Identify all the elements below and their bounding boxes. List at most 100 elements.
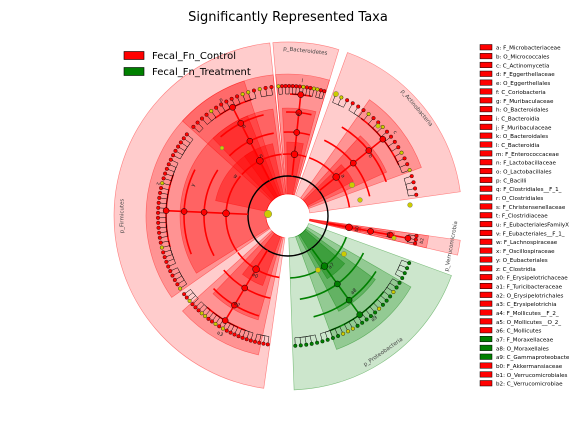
leaf-node	[165, 167, 169, 171]
key-swatch	[480, 106, 492, 112]
leaf-node	[229, 331, 233, 335]
clade-node	[201, 209, 207, 215]
leaf-node	[356, 324, 360, 328]
legend-swatch	[124, 68, 144, 76]
key-label: a9: C_Gammaproteobacte	[496, 355, 570, 361]
leaf-node	[225, 100, 229, 104]
key-label: q: F_Clostridiales__F_1_	[496, 187, 562, 193]
nonsignificant-node	[341, 251, 346, 256]
key-swatch	[480, 354, 492, 360]
key-label: a: F_Microbacteriaceae	[496, 46, 561, 52]
leaf-node	[167, 162, 171, 166]
nonsignificant-node	[376, 124, 380, 128]
leaf-node	[221, 327, 225, 331]
leaf-node	[360, 321, 364, 325]
leaf-node	[157, 196, 161, 200]
key-swatch	[480, 381, 492, 387]
leaf-node	[176, 282, 180, 286]
leaf-node	[298, 85, 302, 89]
leaf-node	[207, 317, 211, 321]
leaf-node	[316, 88, 320, 92]
key-swatch	[480, 177, 492, 183]
leaf-node	[156, 211, 160, 215]
key-swatch	[480, 257, 492, 263]
key-swatch	[480, 71, 492, 77]
key-label: a1: F_Turicibacteraceae	[496, 284, 563, 290]
key-label: a4: F_Mollicutes__F_2_	[496, 311, 559, 317]
leaf-node	[398, 281, 402, 285]
key-swatch	[480, 230, 492, 236]
key-label: b2: C_Verrucomicrobiae	[496, 382, 563, 388]
leaf-node	[163, 255, 167, 259]
leaf-node	[246, 90, 250, 94]
clade-node	[163, 208, 169, 214]
legend-label: Fecal_Fn_Control	[152, 51, 236, 62]
nonsignificant-node	[220, 146, 224, 150]
leaf-node	[174, 149, 178, 153]
key-swatch	[480, 363, 492, 369]
leaf-node	[389, 135, 393, 139]
clade-node	[350, 160, 356, 166]
leaf-node	[410, 174, 414, 178]
legend-label: Fecal_Fn_Treatment	[152, 67, 251, 78]
key-swatch	[480, 310, 492, 316]
nonsignificant-node	[333, 91, 338, 96]
key-label: a6: C_Mollicutes	[496, 329, 542, 335]
leaf-node	[413, 242, 417, 246]
clade-node	[223, 210, 230, 217]
leaf-node	[159, 186, 163, 190]
clade-node	[291, 151, 298, 158]
key-swatch	[480, 372, 492, 378]
key-swatch	[480, 274, 492, 280]
leaf-node	[173, 278, 177, 282]
leaf-node	[415, 234, 419, 238]
clade-node	[333, 174, 340, 181]
leaf-node	[156, 216, 160, 220]
nonsignificant-node	[349, 182, 355, 188]
leaf-node	[362, 108, 366, 112]
leaf-node	[315, 341, 319, 345]
leaf-node	[336, 334, 340, 338]
leaf-node	[214, 106, 218, 110]
leaf-node	[266, 343, 270, 347]
leaf-node	[185, 296, 189, 300]
leaf-node	[171, 153, 175, 157]
leaf-node	[168, 269, 172, 273]
clade-node	[298, 92, 304, 98]
key-label: x: F_Oscillospiraceae	[496, 249, 555, 255]
leaf-node	[351, 327, 355, 331]
leaf-node	[403, 271, 407, 275]
leaf-node	[262, 342, 266, 346]
leaf-node	[280, 84, 284, 88]
key-label: e: O_Eggerthellales	[496, 81, 550, 87]
leaf-node	[225, 329, 229, 333]
leaf-node	[367, 112, 371, 116]
leaf-node	[321, 340, 325, 344]
clade-label-b2: b2	[419, 237, 426, 244]
leaf-node	[182, 292, 186, 296]
leaf-node	[346, 330, 350, 334]
key-label: f: C_Coriobacteria	[496, 90, 546, 96]
clade-node	[346, 224, 353, 231]
clade-node	[222, 318, 228, 324]
key-label: t: F_Clostridiaceae	[496, 214, 548, 220]
key-swatch	[480, 248, 492, 254]
leaf-node	[377, 307, 381, 311]
clade-label-b1: b1	[385, 231, 392, 238]
key-swatch	[480, 168, 492, 174]
leaf-node	[200, 117, 204, 121]
leaf-node	[397, 145, 401, 149]
leaf-node	[293, 344, 297, 348]
leaf-node	[407, 261, 411, 265]
leaf-node	[157, 226, 161, 230]
key-swatch	[480, 45, 492, 51]
clade-node	[405, 235, 411, 241]
leaf-node	[414, 193, 418, 197]
leaf-node	[176, 145, 180, 149]
clade-label-b0: b0	[354, 225, 361, 232]
leaf-node	[381, 125, 385, 129]
leaf-node	[309, 86, 313, 90]
leaf-node	[365, 318, 369, 322]
leaf-node	[299, 344, 303, 348]
leaf-node	[249, 339, 253, 343]
